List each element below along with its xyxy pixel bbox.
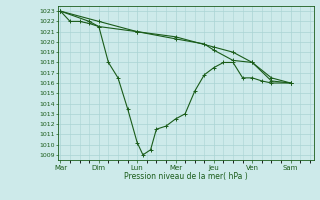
X-axis label: Pression niveau de la mer( hPa ): Pression niveau de la mer( hPa )	[124, 172, 247, 181]
